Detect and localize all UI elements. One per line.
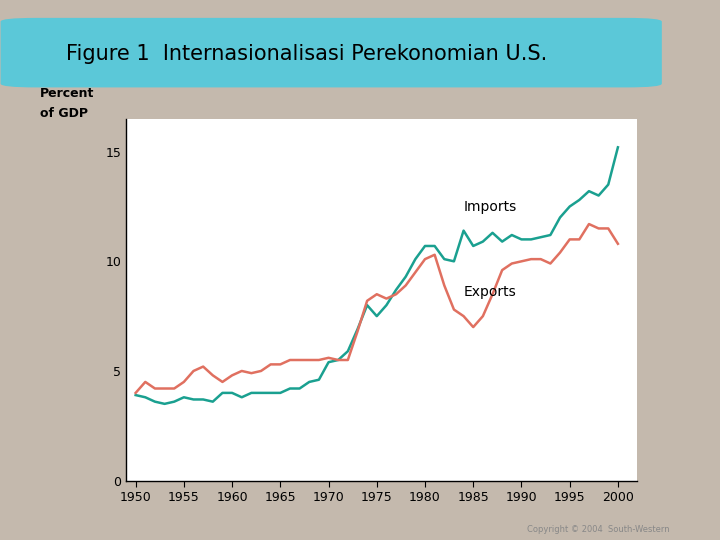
Text: Imports: Imports [464, 199, 517, 213]
Text: of GDP: of GDP [40, 107, 88, 120]
FancyBboxPatch shape [1, 18, 662, 87]
Text: Copyright © 2004  South-Western: Copyright © 2004 South-Western [527, 524, 670, 534]
Text: Figure 1  Internasionalisasi Perekonomian U.S.: Figure 1 Internasionalisasi Perekonomian… [66, 44, 546, 64]
Text: Percent: Percent [40, 87, 94, 100]
Text: Exports: Exports [464, 285, 516, 299]
